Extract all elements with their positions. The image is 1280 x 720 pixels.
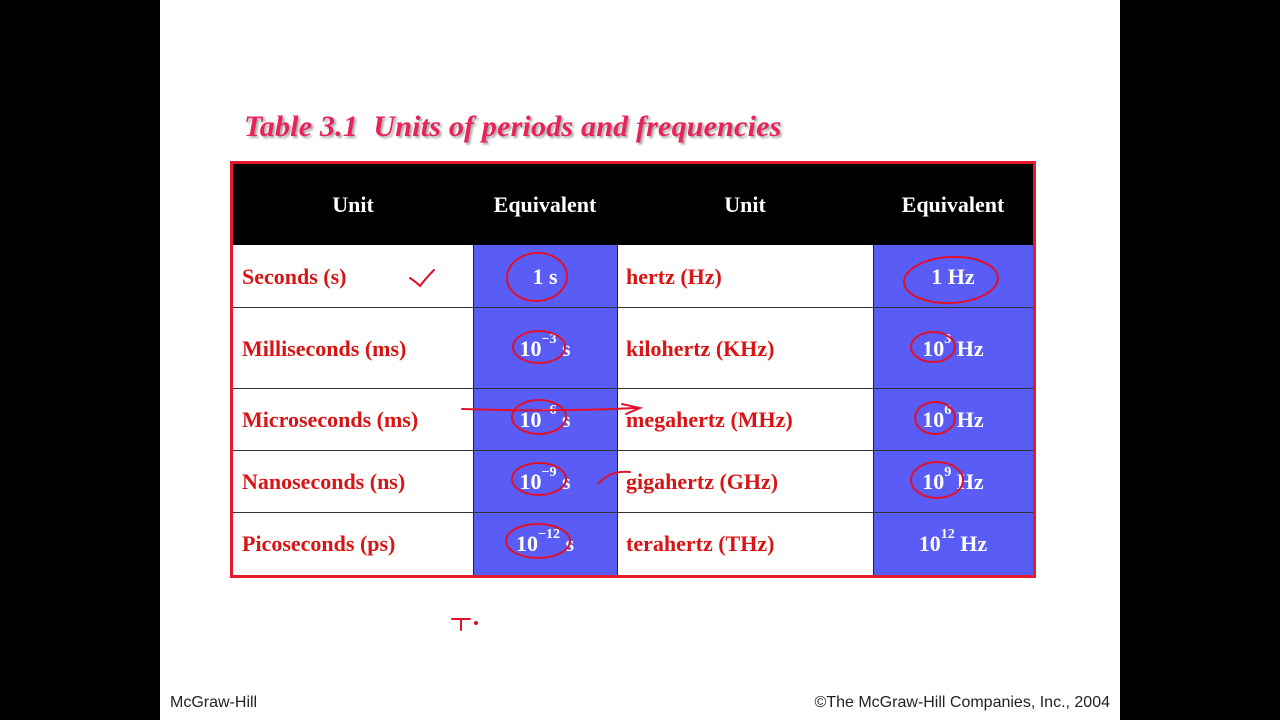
period-unit-cell: Milliseconds (ms) bbox=[233, 308, 473, 389]
equivalent-value: 10−3 s bbox=[519, 332, 571, 362]
period-equivalent-cell: 10−3 s bbox=[473, 308, 617, 389]
frequency-equivalent-cell: 1 Hz bbox=[873, 245, 1033, 308]
slide: Table 3.1 Units of periods and frequenci… bbox=[160, 0, 1120, 720]
period-equivalent-cell: 10−9 s bbox=[473, 451, 617, 513]
units-table: Unit Equivalent Unit Equivalent Seconds … bbox=[230, 161, 1036, 578]
cell-text: terahertz (THz) bbox=[626, 531, 775, 556]
frequency-unit-cell: megahertz (MHz) bbox=[617, 389, 873, 451]
equivalent-value: 1 Hz bbox=[931, 264, 974, 290]
base: 10 bbox=[918, 531, 941, 556]
table-header bbox=[233, 164, 1033, 245]
base: 1 Hz bbox=[931, 263, 975, 289]
header-equivalent-period: Equivalent bbox=[493, 191, 597, 217]
frequency-unit-cell: gigahertz (GHz) bbox=[617, 451, 873, 513]
cell-text: Milliseconds (ms) bbox=[242, 335, 407, 361]
cell-text: Nanoseconds (ns) bbox=[242, 469, 406, 494]
equivalent-value: 10−9 s bbox=[519, 465, 571, 495]
unit-suffix: s bbox=[556, 469, 571, 494]
equivalent-value: 106 Hz bbox=[922, 403, 984, 433]
unit-suffix: s bbox=[559, 531, 575, 556]
period-unit-cell: Nanoseconds (ns) bbox=[233, 451, 473, 513]
frequency-equivalent-cell: 109 Hz bbox=[873, 451, 1033, 513]
exponent: −3 bbox=[541, 331, 557, 347]
base: 10 bbox=[922, 407, 945, 432]
column-divider bbox=[617, 245, 618, 575]
cell-text: hertz (Hz) bbox=[626, 263, 722, 289]
column-divider bbox=[873, 245, 874, 575]
cell-text: Microseconds (ms) bbox=[242, 407, 419, 432]
base: 10 bbox=[922, 469, 945, 494]
period-unit-cell: Seconds (s) bbox=[233, 245, 473, 308]
header-unit-frequency: Unit bbox=[724, 191, 766, 217]
frequency-equivalent-cell: 106 Hz bbox=[873, 389, 1033, 451]
base: 10 bbox=[519, 469, 542, 494]
exponent: 12 bbox=[940, 527, 955, 542]
base: 10 bbox=[922, 335, 945, 361]
cell-text: kilohertz (KHz) bbox=[626, 335, 775, 361]
unit-suffix: s bbox=[556, 335, 571, 361]
row-divider bbox=[233, 450, 1033, 451]
cell-text: megahertz (MHz) bbox=[626, 407, 793, 432]
unit-suffix: Hz bbox=[951, 407, 984, 432]
cell-text: Seconds (s) bbox=[242, 263, 347, 289]
equivalent-value: 10−12 s bbox=[515, 527, 575, 557]
header-unit-period: Unit bbox=[332, 191, 374, 217]
equivalent-value: 103 Hz bbox=[922, 332, 984, 362]
unit-suffix: Hz bbox=[951, 469, 984, 494]
equivalent-value: 10−6 s bbox=[519, 403, 571, 433]
frequency-unit-cell: kilohertz (KHz) bbox=[617, 308, 873, 389]
unit-suffix: Hz bbox=[954, 531, 988, 556]
base: 10 bbox=[519, 407, 542, 432]
exponent: −6 bbox=[541, 403, 557, 418]
period-equivalent-cell: 10−6 s bbox=[473, 389, 617, 451]
base: 10 bbox=[519, 335, 542, 361]
frequency-unit-cell: hertz (Hz) bbox=[617, 245, 873, 308]
period-equivalent-cell: 1 s bbox=[473, 245, 617, 308]
exponent: 9 bbox=[944, 465, 952, 480]
footer-copyright: ©The McGraw-Hill Companies, Inc., 2004 bbox=[814, 694, 1110, 711]
row-divider bbox=[233, 512, 1033, 513]
row-divider bbox=[233, 388, 1033, 389]
unit-suffix: s bbox=[556, 407, 571, 432]
frequency-unit-cell: terahertz (THz) bbox=[617, 513, 873, 575]
equivalent-value: 1 s bbox=[532, 264, 557, 290]
equivalent-value: 1012 Hz bbox=[918, 527, 988, 557]
period-equivalent-cell: 10−12 s bbox=[473, 513, 617, 575]
exponent: 6 bbox=[944, 403, 952, 418]
row-divider bbox=[233, 307, 1033, 308]
frequency-equivalent-cell: 103 Hz bbox=[873, 308, 1033, 389]
cell-text: gigahertz (GHz) bbox=[626, 469, 779, 494]
period-unit-cell: Microseconds (ms) bbox=[233, 389, 473, 451]
table-title: Table 3.1 Units of periods and frequenci… bbox=[244, 110, 782, 143]
frequency-equivalent-cell: 1012 Hz bbox=[873, 513, 1033, 575]
header-equivalent-frequency: Equivalent bbox=[901, 191, 1005, 217]
period-unit-cell: Picoseconds (ps) bbox=[233, 513, 473, 575]
exponent: −9 bbox=[541, 465, 557, 480]
cell-text: Picoseconds (ps) bbox=[242, 531, 396, 556]
unit-suffix: Hz bbox=[951, 335, 984, 361]
base: 1 s bbox=[532, 263, 558, 289]
exponent: −12 bbox=[537, 527, 560, 542]
column-divider bbox=[473, 245, 474, 575]
base: 10 bbox=[515, 531, 538, 556]
equivalent-value: 109 Hz bbox=[922, 465, 984, 495]
exponent: 3 bbox=[944, 331, 952, 347]
footer-publisher: McGraw-Hill bbox=[170, 694, 258, 711]
